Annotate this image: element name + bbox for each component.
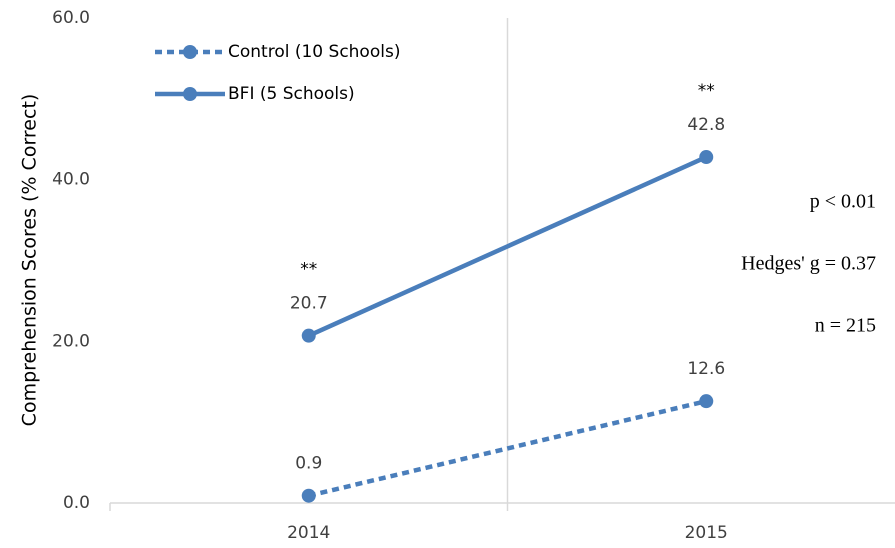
legend-marker (183, 87, 197, 101)
point (699, 394, 714, 409)
data-label: 0.9 (295, 454, 322, 474)
series-line (308, 398, 707, 498)
data-label: 20.7 (290, 294, 328, 314)
point (301, 328, 316, 343)
legend-marker (183, 45, 197, 59)
y-axis-label: Comprehension Scores (% Correct) (19, 94, 41, 427)
legend-label: BFI (5 Schools) (228, 84, 355, 104)
y-tick-label: 20.0 (52, 331, 90, 351)
y-tick-label: 40.0 (52, 170, 90, 190)
annotation: n = 215 (815, 315, 876, 337)
data-label: 42.8 (687, 115, 725, 135)
y-tick-label: 0.0 (63, 493, 90, 513)
series-line (307, 154, 708, 338)
legend-label: Control (10 Schools) (228, 42, 400, 62)
y-tick-label: 60.0 (52, 8, 90, 28)
point (301, 488, 316, 503)
data-label: 12.6 (687, 359, 725, 379)
point (699, 150, 714, 165)
point-annotation: ** (698, 81, 715, 101)
x-tick-label: 2014 (287, 523, 330, 543)
annotation: Hedges' g = 0.37 (741, 253, 876, 275)
point-annotation: ** (300, 260, 317, 280)
annotation: p < 0.01 (810, 191, 876, 213)
x-tick-label: 2015 (685, 523, 728, 543)
